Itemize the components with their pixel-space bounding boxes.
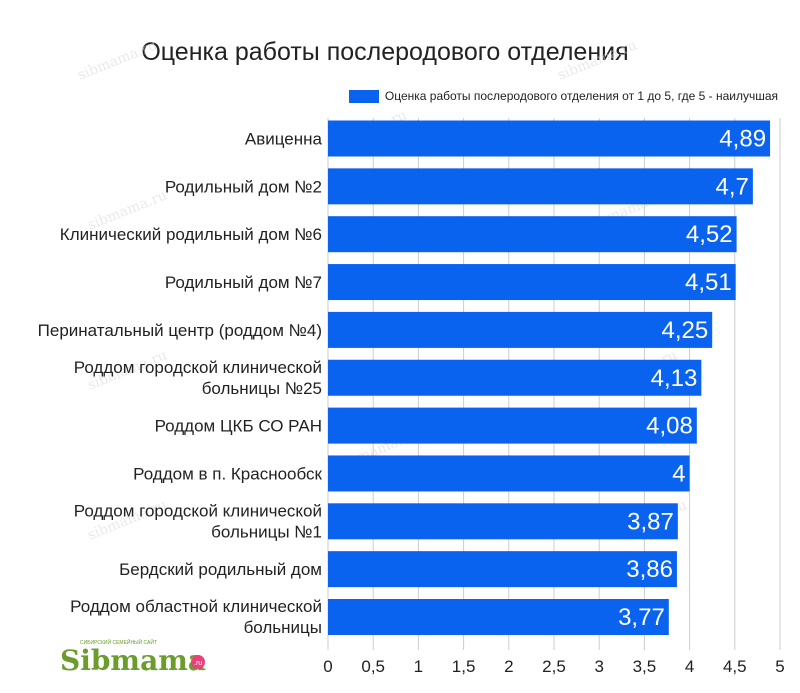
x-tick-label: 1 xyxy=(414,657,423,676)
x-tick-label: 3 xyxy=(594,657,603,676)
x-tick-label: 4 xyxy=(685,657,694,676)
logo-suffix: .ru xyxy=(194,660,202,667)
watermark-text: sibmama.ru xyxy=(76,37,160,83)
x-tick-label: 1,5 xyxy=(452,657,476,676)
y-category-label: Роддом городской клинической xyxy=(74,358,322,377)
bar xyxy=(328,216,737,253)
legend-label: Оценка работы послеродового отделения от… xyxy=(384,89,778,103)
y-category-label: Роддом городской клинической xyxy=(74,501,322,520)
x-tick-label: 2 xyxy=(504,657,513,676)
y-category-label: больницы №1 xyxy=(211,522,322,541)
y-category-label: Роддом ЦКБ СО РАН xyxy=(155,417,322,436)
y-category-label: Клинический родильный дом №6 xyxy=(60,225,322,244)
bar xyxy=(328,168,753,205)
x-tick-label: 3,5 xyxy=(633,657,657,676)
legend-swatch xyxy=(348,89,379,103)
bar xyxy=(328,599,669,635)
bar-value-label: 4,51 xyxy=(685,269,732,296)
bar xyxy=(328,120,771,157)
logo-text: Sibmama xyxy=(60,644,206,677)
bar-value-label: 3,87 xyxy=(627,508,674,535)
bar-value-label: 3,77 xyxy=(618,604,665,631)
bar xyxy=(328,359,702,396)
bar xyxy=(328,407,697,444)
bar-value-label: 4,25 xyxy=(661,317,708,344)
y-category-label: Роддом областной клинической xyxy=(70,597,322,616)
bar xyxy=(328,264,736,301)
y-category-label: больницы №25 xyxy=(202,379,322,398)
y-category-label: Роддом в п. Краснообск xyxy=(133,464,322,483)
x-tick-label: 0,5 xyxy=(361,657,385,676)
bar-value-label: 4,7 xyxy=(716,173,749,200)
bar xyxy=(328,455,690,492)
x-tick-label: 4,5 xyxy=(723,657,747,676)
x-tick-label: 5 xyxy=(775,657,784,676)
bar-value-label: 4,52 xyxy=(686,221,733,248)
x-tick-label: 0 xyxy=(323,657,332,676)
legend: Оценка работы послеродового отделения от… xyxy=(348,89,778,103)
bar xyxy=(328,311,713,348)
watermark-text: sibmama.ru xyxy=(556,37,640,83)
bar-value-label: 4,89 xyxy=(719,126,766,153)
y-category-label: Авиценна xyxy=(245,130,323,149)
y-category-label: Родильный дом №2 xyxy=(165,177,322,196)
y-category-label: Перинатальный центр (роддом №4) xyxy=(38,321,322,340)
y-category-label: Бердский родильный дом xyxy=(119,560,322,579)
bar-value-label: 3,86 xyxy=(626,556,673,583)
logo-tagline: СИБИРСКИЙ СЕМЕЙНЫЙ САЙТ xyxy=(80,638,157,646)
y-category-label: больницы xyxy=(244,618,322,637)
bar-value-label: 4 xyxy=(672,460,685,487)
logo-dot xyxy=(191,655,205,669)
bar xyxy=(328,503,678,540)
chart-title: Оценка работы послеродового отделения xyxy=(141,38,629,66)
bar-value-label: 4,13 xyxy=(651,365,698,392)
x-tick-label: 2,5 xyxy=(542,657,566,676)
y-category-label: Родильный дом №7 xyxy=(165,273,322,292)
sibmama-logo: СИБИРСКИЙ СЕМЕЙНЫЙ САЙТ Sibmama .ru xyxy=(60,638,206,677)
bar xyxy=(328,551,677,588)
bar-value-label: 4,08 xyxy=(646,413,693,440)
